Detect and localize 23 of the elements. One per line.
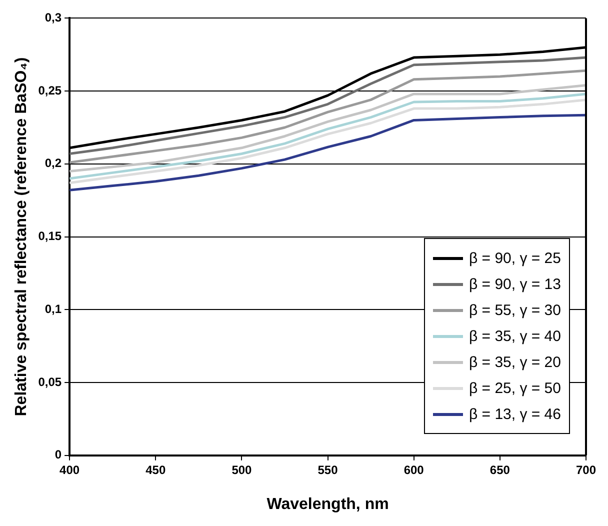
y-tick-label: 0,15 — [38, 229, 62, 244]
x-tick-label: 600 — [404, 462, 424, 477]
x-tick-label: 450 — [146, 462, 166, 477]
y-axis-title: Relative spectral reflectance (reference BaSO₄) — [13, 57, 30, 416]
y-tick-label: 0,05 — [38, 374, 62, 389]
y-tick-label: 0,1 — [44, 302, 62, 316]
x-tick-label: 500 — [232, 462, 252, 477]
legend-label: β = 90, γ = 25 — [468, 250, 561, 266]
legend-label: β = 35, γ = 40 — [468, 328, 561, 344]
legend-label: β = 13, γ = 46 — [468, 406, 561, 422]
y-tick-label: 0,3 — [44, 10, 62, 25]
x-tick-label: 550 — [318, 462, 338, 477]
legend-label: β = 25, γ = 50 — [468, 380, 561, 396]
legend-label: β = 35, γ = 20 — [468, 354, 561, 370]
y-tick-label: 0 — [54, 448, 62, 462]
x-axis-title: Wavelength, nm — [266, 496, 389, 513]
x-tick-label: 700 — [576, 462, 596, 477]
y-tick-label: 0,2 — [44, 156, 62, 170]
legend-label: β = 55, γ = 30 — [468, 302, 561, 318]
legend-label: β = 90, γ = 13 — [468, 276, 561, 292]
x-tick-label: 650 — [490, 462, 510, 477]
y-tick-label: 0,25 — [38, 83, 62, 98]
x-tick-label: 400 — [60, 462, 80, 477]
